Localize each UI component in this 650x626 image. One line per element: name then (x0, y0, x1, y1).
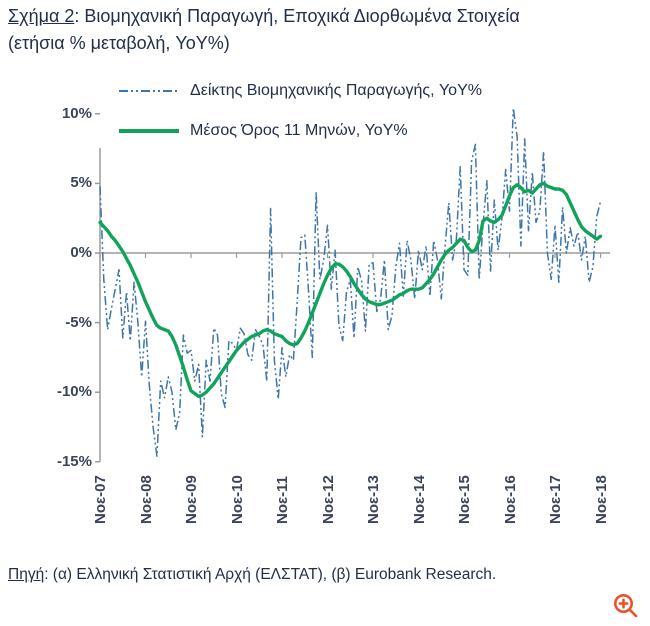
x-tick-label: Νοε-10 (228, 475, 246, 524)
solid-line-sample-icon (119, 129, 179, 133)
legend-label-ip-index: Δείκτης Βιομηχανικής Παραγωγής, YoY% (190, 82, 482, 99)
y-tick-label: 0% (70, 244, 92, 261)
legend-item-ip-index: Δείκτης Βιομηχανικής Παραγωγής, YoY% (118, 82, 482, 100)
source-text: : (α) Ελληνική Στατιστική Αρχή (ΕΛΣΤΑΤ),… (44, 566, 497, 583)
figure-subtitle: (ετήσια % μεταβολή, YoY%) (8, 33, 230, 53)
figure-number: Σχήμα 2 (8, 6, 75, 26)
zoom-in-icon[interactable] (612, 592, 640, 620)
ma-11m-line (98, 181, 603, 399)
source-label: Πηγή (8, 566, 45, 583)
y-tick-label: 10% (61, 104, 92, 122)
dashed-line-sample-icon (119, 90, 179, 92)
x-tick-label: Νοε-09 (183, 475, 200, 524)
x-tick-label: Νοε-15 (456, 475, 473, 524)
x-tick-label: Νοε-08 (137, 475, 155, 524)
chart-plot-canvas (95, 107, 610, 463)
x-tick-label: Νοε-13 (365, 475, 382, 524)
legend-label-ma-11m: Μέσος Όρος 11 Μηνών, YoY% (190, 122, 408, 139)
x-tick-label: Νοε-14 (410, 475, 428, 524)
ip-yoy-line (99, 107, 602, 457)
x-tick-label: Νοε-18 (592, 475, 610, 524)
x-tick-label: Νοε-12 (319, 475, 337, 524)
x-tick-label: Νοε-16 (501, 475, 519, 524)
figure-title: Σχήμα 2: Βιομηχανική Παραγωγή, Εποχικά Δ… (8, 3, 638, 29)
y-tick-label: 5% (70, 174, 92, 192)
legend-item-ma-11m: Μέσος Όρος 11 Μηνών, YoY% (118, 122, 408, 140)
y-tick-label: -10% (56, 383, 92, 401)
figure-title-text: : Βιομηχανική Παραγωγή, Εποχικά Διορθωμέ… (74, 6, 520, 26)
x-tick-label: Νοε-17 (547, 475, 564, 524)
industrial-production-chart: 10% 5% 0% -5% -10% -15% Νοε-07 Νοε-08 Νοε-09 Νοε… (0, 60, 650, 530)
x-tick-label: Νοε-11 (274, 475, 291, 524)
y-tick-label: -15% (56, 452, 92, 470)
source-note: Πηγή: (α) Ελληνική Στατιστική Αρχή (ΕΛΣΤ… (8, 566, 642, 584)
x-tick-label: Νοε-07 (92, 475, 109, 524)
y-tick-label: -5% (65, 313, 92, 331)
